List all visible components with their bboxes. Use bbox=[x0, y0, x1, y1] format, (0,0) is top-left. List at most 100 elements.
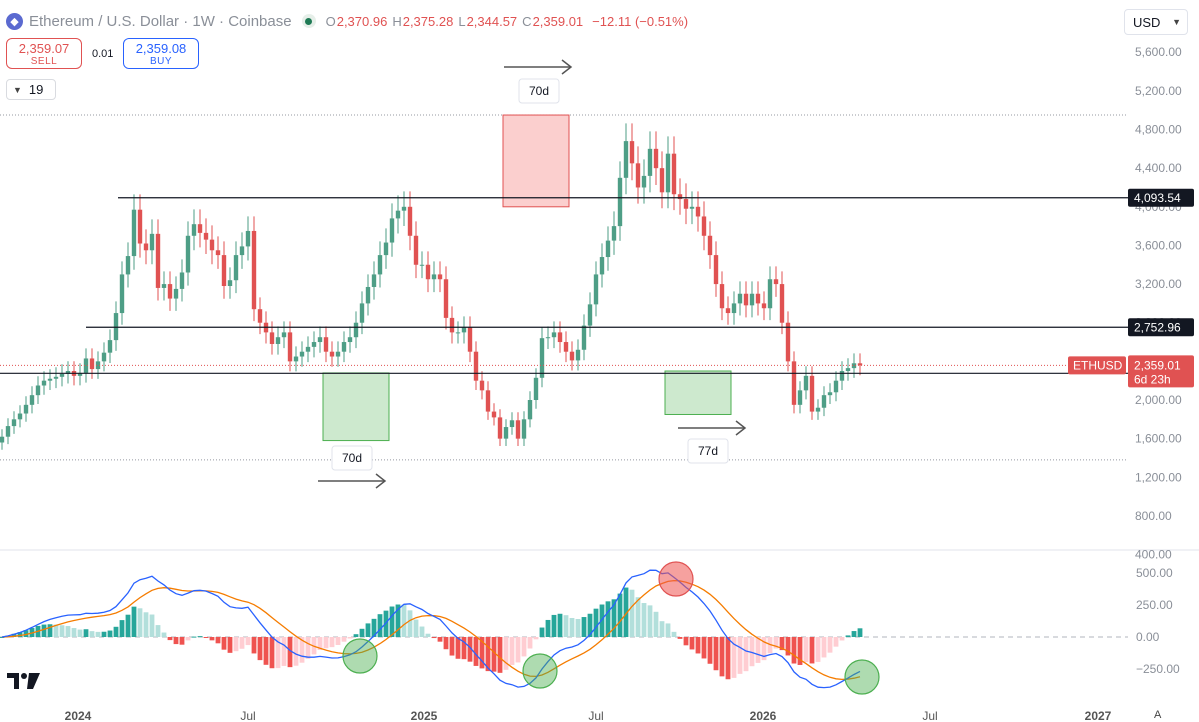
candle-up bbox=[191, 224, 197, 236]
macd-histogram-bar bbox=[191, 636, 197, 638]
macd-histogram-bar bbox=[797, 637, 803, 665]
candle-up bbox=[131, 209, 137, 257]
macd-histogram-bar bbox=[173, 637, 179, 645]
time-axis-label: Jul bbox=[240, 709, 255, 722]
macd-histogram-bar bbox=[683, 637, 689, 646]
duration-label-box bbox=[518, 78, 560, 104]
duration-label: 70d bbox=[342, 451, 362, 465]
level-label: 4,093.54 bbox=[1134, 191, 1181, 205]
macd-histogram-bar bbox=[23, 630, 29, 637]
candle-down bbox=[329, 351, 335, 357]
candle-up bbox=[47, 378, 53, 381]
candle-down bbox=[569, 351, 575, 361]
macd-histogram-bar bbox=[581, 617, 587, 637]
macd-histogram-bar bbox=[737, 637, 743, 674]
macd-histogram-bar bbox=[635, 597, 641, 637]
candle-down bbox=[761, 303, 767, 309]
macd-histogram-bar bbox=[137, 608, 143, 637]
tradingview-logo[interactable] bbox=[7, 672, 41, 690]
macd-histogram-bar bbox=[107, 630, 113, 637]
candle-up bbox=[401, 206, 407, 211]
macd-histogram-bar bbox=[485, 637, 491, 672]
macd-histogram-bar bbox=[401, 604, 407, 637]
candle-up bbox=[305, 346, 311, 352]
macd-histogram-bar bbox=[713, 637, 719, 671]
macd-histogram-bar bbox=[407, 610, 413, 637]
candle-up bbox=[311, 342, 317, 347]
candle-up bbox=[455, 332, 461, 334]
macd-histogram-bar bbox=[335, 637, 341, 645]
candle-down bbox=[809, 375, 815, 412]
time-axis-label: 2027 bbox=[1085, 709, 1112, 722]
candle-up bbox=[647, 148, 653, 176]
price-tick-label: 3,200.00 bbox=[1135, 277, 1182, 291]
sell-price: 2,359.07 bbox=[18, 41, 70, 56]
candle-up bbox=[359, 303, 365, 323]
macd-histogram-bar bbox=[803, 637, 809, 663]
macd-histogram-bar bbox=[113, 626, 119, 637]
macd-histogram-bar bbox=[809, 637, 815, 664]
chevron-down-icon: ▼ bbox=[1172, 17, 1181, 27]
candle-up bbox=[371, 274, 377, 287]
macd-histogram-bar bbox=[377, 614, 383, 637]
candle-up bbox=[839, 371, 845, 381]
buy-button[interactable]: 2,359.08 BUY bbox=[123, 38, 199, 69]
candle-down bbox=[719, 284, 725, 309]
candle-down bbox=[407, 206, 413, 236]
candle-down bbox=[437, 274, 443, 280]
candle-up bbox=[35, 385, 41, 396]
macd-histogram-bar bbox=[371, 618, 377, 637]
macd-histogram-bar bbox=[431, 637, 437, 639]
indicators-toggle[interactable]: ▼ 19 bbox=[6, 79, 56, 100]
buy-label: BUY bbox=[149, 56, 173, 67]
candle-up bbox=[593, 274, 599, 305]
macd-histogram-bar bbox=[521, 637, 527, 657]
currency-value: USD bbox=[1133, 15, 1161, 30]
macd-histogram-bar bbox=[569, 617, 575, 637]
current-price-label: 2,359.01 bbox=[1134, 358, 1181, 372]
macd-histogram-bar bbox=[791, 637, 797, 664]
macd-tick-label: 0.00 bbox=[1136, 630, 1160, 644]
macd-histogram-bar bbox=[155, 625, 161, 637]
candle-up bbox=[23, 404, 29, 414]
macd-histogram-bar bbox=[695, 637, 701, 654]
macd-tick-label: 250.00 bbox=[1136, 598, 1173, 612]
macd-histogram-bar bbox=[359, 628, 365, 637]
macd-histogram-bar bbox=[617, 593, 623, 637]
macd-histogram-bar bbox=[413, 619, 419, 637]
candle-down bbox=[563, 342, 569, 352]
macd-histogram-bar bbox=[89, 631, 95, 637]
symbol-name[interactable]: Ethereum / U.S. Dollar · 1W · Coinbase bbox=[29, 12, 292, 30]
macd-histogram-bar bbox=[119, 620, 125, 637]
candle-down bbox=[167, 284, 173, 299]
candle-down bbox=[779, 284, 785, 323]
candle-down bbox=[203, 232, 209, 240]
sell-button[interactable]: 2,359.07 SELL bbox=[6, 38, 82, 69]
candle-up bbox=[527, 400, 533, 420]
macd-histogram-bar bbox=[701, 637, 707, 659]
candle-up bbox=[293, 356, 299, 362]
candle-up bbox=[233, 255, 239, 281]
macd-histogram-bar bbox=[647, 605, 653, 637]
currency-select[interactable]: USD ▼ bbox=[1124, 9, 1188, 35]
price-change: −12.11 (−0.51%) bbox=[592, 13, 689, 29]
macd-histogram-bar bbox=[17, 632, 23, 637]
macd-histogram-bar bbox=[281, 637, 287, 666]
macd-histogram-bar bbox=[779, 637, 785, 651]
candle-up bbox=[533, 377, 539, 400]
candle-up bbox=[617, 177, 623, 227]
price-tick-label: 1,600.00 bbox=[1135, 432, 1182, 446]
candle-up bbox=[827, 392, 833, 396]
macd-histogram-bar bbox=[227, 637, 233, 653]
live-status-icon bbox=[301, 14, 316, 28]
macd-histogram-bar bbox=[473, 637, 479, 666]
candle-down bbox=[215, 250, 221, 256]
macd-histogram-bar bbox=[455, 637, 461, 659]
candle-up bbox=[641, 175, 647, 188]
auto-scale-button[interactable]: A bbox=[1154, 709, 1162, 721]
price-tick-label: 400.00 bbox=[1135, 548, 1172, 562]
macd-histogram-bar bbox=[215, 637, 221, 644]
macd-histogram-bar bbox=[653, 611, 659, 637]
candle-down bbox=[221, 255, 227, 287]
